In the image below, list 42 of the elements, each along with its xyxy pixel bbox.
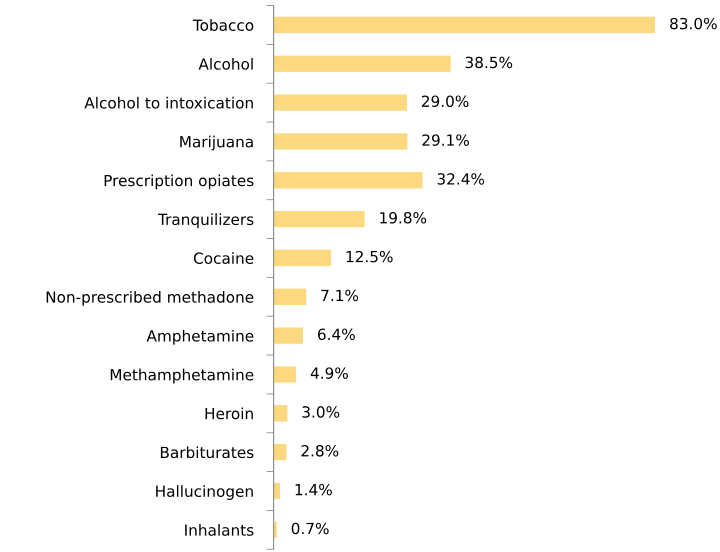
bar [274, 94, 407, 111]
bar [274, 16, 656, 34]
y-tick-label: Tobacco [192, 19, 254, 31]
data-label: 4.9% [310, 367, 348, 379]
data-label: 32.4% [438, 173, 484, 185]
data-label: 83.0% [670, 18, 717, 30]
y-tick-label: Methamphetamine [110, 368, 254, 384]
bar [274, 56, 451, 72]
y-tick-label: Marijuana [180, 136, 253, 150]
bar [274, 288, 306, 305]
data-label: 29.0% [422, 95, 469, 108]
y-tick-label: Non-prescribed methadone [46, 290, 254, 306]
data-label: 38.5% [466, 56, 512, 68]
data-label: 3.0% [302, 406, 340, 418]
data-label: 1.4% [296, 484, 332, 496]
bar [274, 405, 288, 422]
y-tick-label: Tranquilizers [158, 213, 254, 228]
y-tick-label: Prescription opiates [104, 174, 254, 190]
y-tick-label: Heroin [206, 408, 253, 420]
data-label: 0.7% [292, 522, 329, 534]
bar [274, 133, 408, 150]
data-label: 6.4% [318, 328, 355, 340]
y-tick-label: Alcohol [198, 58, 253, 70]
y-tick-label: Cocaine [194, 252, 254, 264]
y-tick-label: Barbiturates [160, 446, 254, 458]
y-tick-label: Hallucinogen [156, 485, 253, 500]
data-label: 2.8% [301, 445, 338, 457]
data-label: 7.1% [321, 290, 358, 302]
bar [274, 210, 365, 228]
y-tick-label: Inhalants [185, 524, 254, 536]
bar [274, 172, 423, 188]
y-tick-label: Alcohol to intoxication [84, 96, 253, 109]
bar [274, 327, 304, 344]
data-label: 12.5% [346, 250, 393, 262]
bar [274, 522, 277, 538]
data-label: 29.1% [422, 134, 469, 146]
y-tick-label: Amphetamine [146, 330, 254, 345]
bar [274, 444, 286, 460]
bar [274, 250, 332, 266]
bar [274, 482, 280, 500]
data-label: 19.8% [380, 212, 426, 224]
bar [274, 366, 296, 383]
